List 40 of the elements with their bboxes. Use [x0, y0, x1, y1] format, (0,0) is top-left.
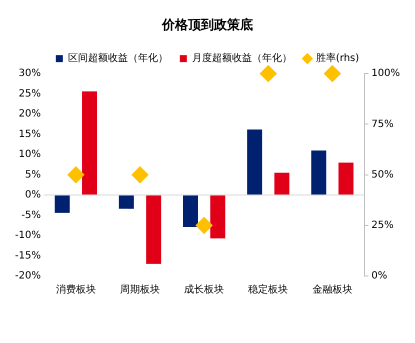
bar — [274, 172, 290, 196]
bar — [311, 150, 326, 196]
bar — [54, 195, 70, 213]
y-tick-label: 30% — [18, 68, 41, 80]
y-tick-label: -10% — [14, 230, 41, 242]
x-tick-label: 消费板块 — [56, 284, 96, 296]
point — [67, 166, 84, 184]
bar — [146, 195, 162, 264]
legend-label: 胜率(rhs) — [316, 52, 360, 64]
y-tick-label: 15% — [18, 128, 41, 140]
legend-label: 区间超额收益（年化） — [68, 52, 168, 64]
y2-tick-label: 75% — [371, 118, 394, 130]
bar — [338, 162, 354, 196]
y2-tick-label: 25% — [371, 220, 394, 231]
point — [132, 166, 149, 184]
x-tick-label: 成长板块 — [184, 284, 224, 296]
point — [260, 65, 277, 82]
bar — [247, 129, 262, 196]
y-tick-label: 5% — [24, 169, 41, 180]
x-tick-label: 周期板块 — [120, 284, 160, 296]
bar — [118, 195, 134, 209]
y-tick-label: 10% — [18, 149, 41, 160]
y-tick-label: -20% — [14, 270, 41, 282]
y2-tick-label: 0% — [371, 270, 388, 282]
bar — [183, 195, 198, 228]
y2-tick-label: 100% — [371, 68, 400, 80]
y-tick-label: 0% — [24, 190, 41, 201]
y-tick-label: -5% — [21, 210, 41, 221]
chart-title: 价格顶到政策底 — [161, 17, 253, 34]
point — [196, 216, 213, 234]
y-tick-label: 20% — [18, 108, 41, 120]
y2-tick-label: 50% — [371, 169, 394, 180]
x-tick-label: 稳定板块 — [248, 284, 288, 296]
legend-label: 月度超额收益（年化） — [192, 52, 292, 64]
point — [324, 65, 341, 82]
bar — [210, 195, 226, 238]
bar — [82, 91, 98, 196]
x-tick-label: 金融板块 — [312, 284, 352, 296]
y-tick-label: -15% — [14, 250, 41, 262]
y-tick-label: 25% — [18, 88, 41, 100]
